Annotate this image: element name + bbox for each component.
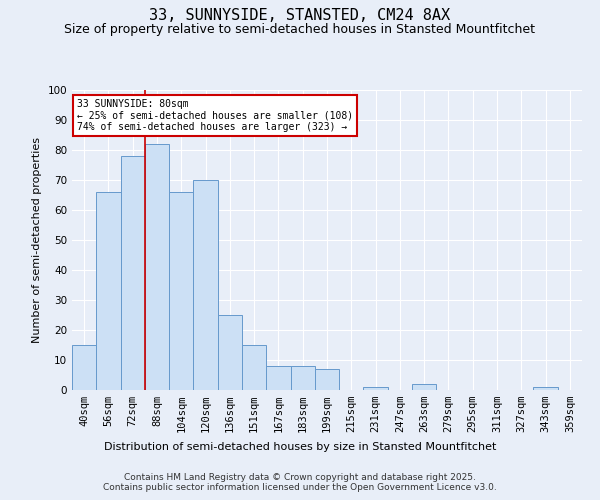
Bar: [96, 192, 121, 390]
Bar: [169, 192, 193, 390]
Bar: [218, 315, 242, 390]
Bar: [290, 366, 315, 390]
Y-axis label: Number of semi-detached properties: Number of semi-detached properties: [32, 137, 42, 343]
Text: 33, SUNNYSIDE, STANSTED, CM24 8AX: 33, SUNNYSIDE, STANSTED, CM24 8AX: [149, 8, 451, 22]
Bar: [364, 387, 388, 390]
Bar: [121, 156, 145, 390]
Text: Contains HM Land Registry data © Crown copyright and database right 2025.
Contai: Contains HM Land Registry data © Crown c…: [103, 472, 497, 492]
Bar: [412, 384, 436, 390]
Bar: [193, 180, 218, 390]
Text: Size of property relative to semi-detached houses in Stansted Mountfitchet: Size of property relative to semi-detach…: [65, 22, 536, 36]
Bar: [533, 387, 558, 390]
Bar: [315, 369, 339, 390]
Bar: [145, 144, 169, 390]
Bar: [266, 366, 290, 390]
Text: 33 SUNNYSIDE: 80sqm
← 25% of semi-detached houses are smaller (108)
74% of semi-: 33 SUNNYSIDE: 80sqm ← 25% of semi-detach…: [77, 99, 353, 132]
Bar: [72, 345, 96, 390]
Text: Distribution of semi-detached houses by size in Stansted Mountfitchet: Distribution of semi-detached houses by …: [104, 442, 496, 452]
Bar: [242, 345, 266, 390]
